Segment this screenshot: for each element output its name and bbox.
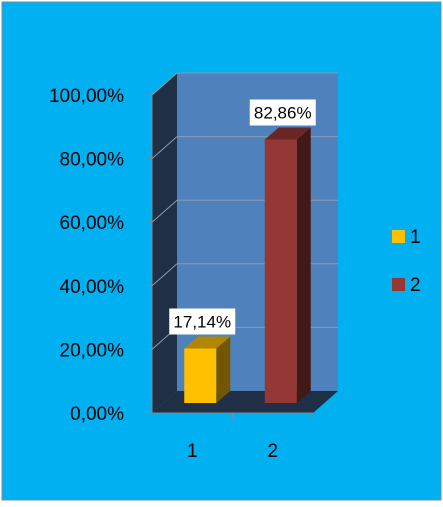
bar-side <box>296 127 311 404</box>
x-tick-label: 1 <box>187 441 198 462</box>
plot-side-wall <box>152 73 177 413</box>
x-tick-label: 2 <box>267 441 278 462</box>
data-label: 82,86% <box>254 104 312 123</box>
y-tick-label: 80,00% <box>60 150 125 171</box>
data-label-box <box>169 308 236 335</box>
data-label: 17,14% <box>173 312 231 331</box>
plot-floor <box>152 391 338 413</box>
legend-label: 1 <box>410 227 421 248</box>
legend-label: 2 <box>410 275 421 296</box>
y-tick-label: 20,00% <box>60 340 125 361</box>
bar-top <box>264 127 311 140</box>
gridline-side <box>151 72 178 96</box>
gridline-side <box>151 136 178 159</box>
y-tick-label: 100,00% <box>49 86 124 107</box>
bar-top <box>184 336 231 349</box>
legend-swatch-1 <box>392 230 405 243</box>
y-tick-label: 60,00% <box>60 213 125 234</box>
y-tick-label: 0,00% <box>70 404 124 425</box>
bar-2 <box>264 139 297 404</box>
y-tick-label: 40,00% <box>60 277 125 298</box>
gridline-side <box>151 263 178 287</box>
data-label-box <box>249 99 316 126</box>
bar-side <box>216 336 231 403</box>
legend-swatch-2 <box>392 278 405 291</box>
bar-1 <box>184 348 217 403</box>
gridline-side <box>151 199 178 223</box>
